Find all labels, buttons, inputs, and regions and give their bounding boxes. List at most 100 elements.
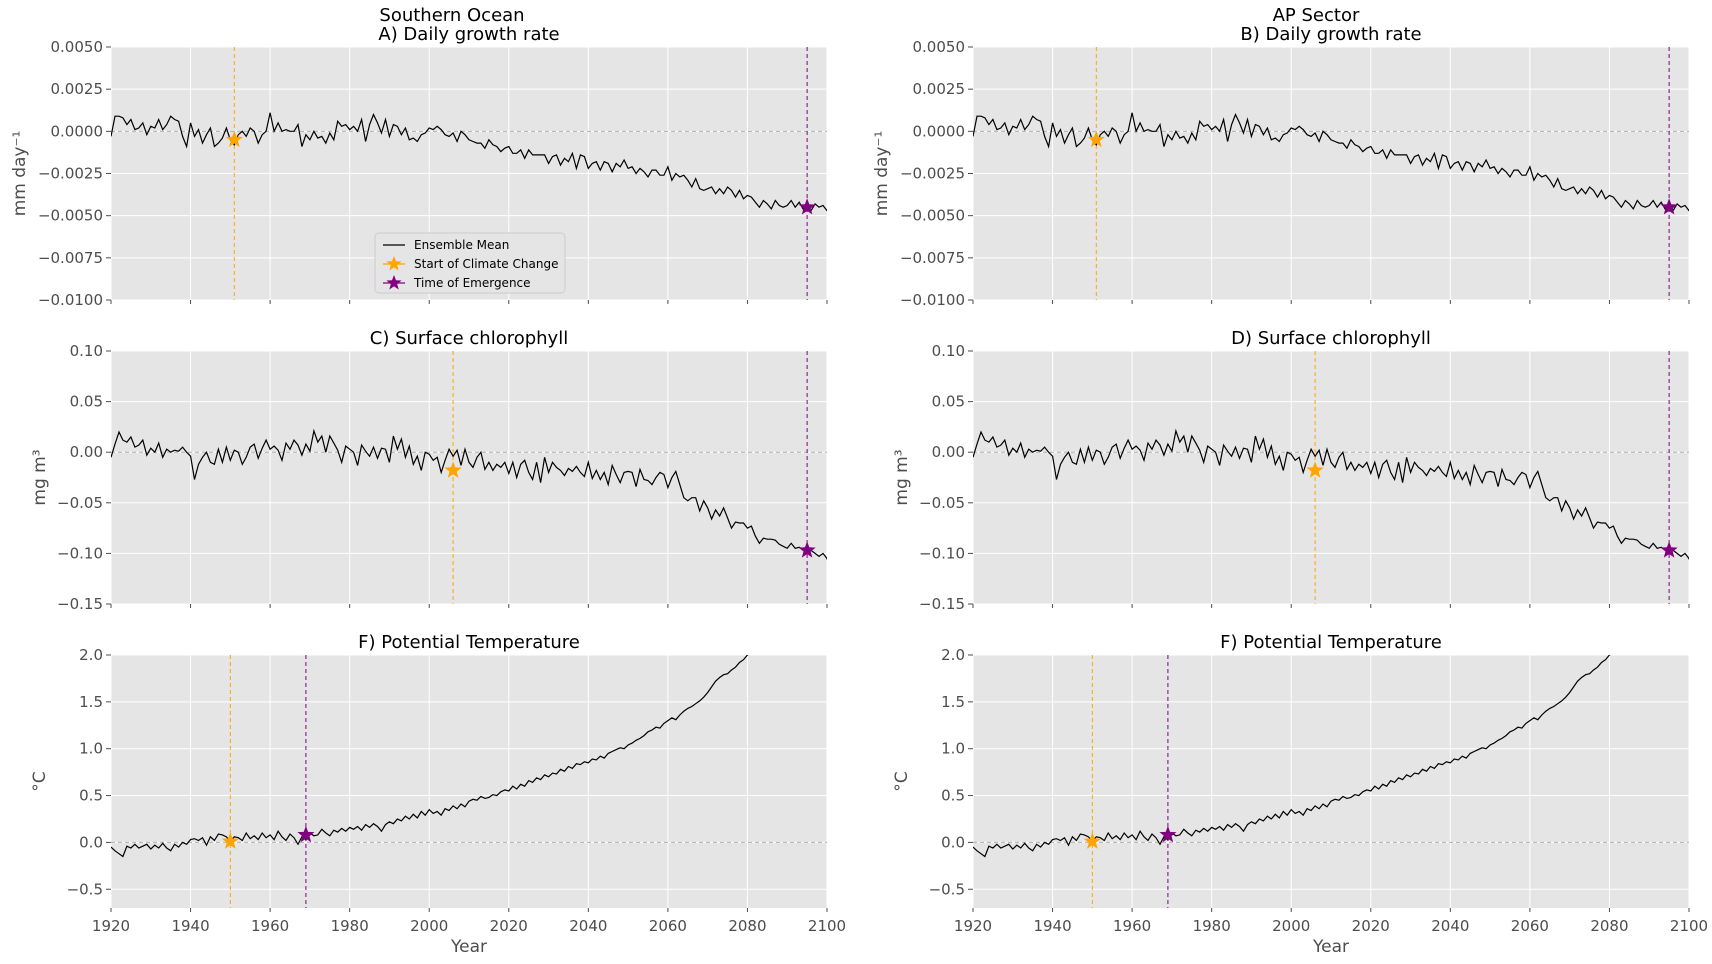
start-of-climate-change-marker [1087,130,1105,147]
legend-box [374,232,566,294]
time-of-emergence-marker [798,198,816,215]
series-line-ensemble-mean [111,655,749,858]
plot-area [111,351,827,604]
x-tick-label: 1980 [331,917,369,935]
panel-D: 0.10 0.05 0.00 −0.05 −0.10 −0.15 D) Surface ch… [892,328,1690,613]
x-tick-label: 1940 [1033,917,1071,935]
x-tick-label: 1980 [1193,917,1231,935]
series-line-ensemble-mean [973,428,1689,561]
y-tick-label: −0.0050 [38,207,103,225]
panel-B: 0.0050 0.0025 0.0000 −0.0025 −0.0050 −0.0075 −… [872,24,1690,309]
y-tick-label: 1.5 [941,693,965,711]
panel-title: F) Potential Temperature [358,632,580,653]
y-tick-label: 0.5 [79,787,103,805]
y-tick-label: 0.10 [70,342,103,360]
legend-star-icon [386,275,402,290]
x-tick-label: 2060 [1511,917,1549,935]
x-tick-label: 2100 [808,917,846,935]
x-tick-label: 1920 [954,917,992,935]
x-tick-label: 2000 [1272,917,1310,935]
y-tick-label: −0.05 [919,494,965,512]
y-tick-label: 0.05 [932,393,965,411]
y-tick-label: 0.00 [70,443,103,461]
x-axis-label: Year [1312,937,1349,957]
y-tick-label: −0.05 [57,494,103,512]
legend-star-icon [386,256,402,271]
x-tick-label: 1920 [92,917,130,935]
y-axis-label: °C [892,771,912,791]
y-tick-label: −0.0025 [38,165,103,183]
y-tick-label: −0.10 [919,544,965,562]
x-tick-label: 1960 [251,917,289,935]
legend-item-label: Time of Emergence [413,276,531,290]
legend-item-label: Ensemble Mean [414,238,509,252]
y-tick-label: 0.00 [932,443,965,461]
column-title-ap-sector: AP Sector [1273,5,1360,26]
time-of-emergence-marker [1660,541,1678,558]
panel-title: B) Daily growth rate [1240,24,1421,45]
time-of-emergence-marker [1660,198,1678,215]
y-tick-label: −0.0075 [900,249,965,267]
x-tick-label: 2040 [1431,917,1469,935]
y-axis-label: mg m³ [30,449,50,505]
start-of-climate-change-marker [1306,461,1324,478]
plot-area [973,655,1689,908]
x-tick-label: 2020 [1352,917,1390,935]
y-tick-label: 0.0050 [913,38,966,56]
panel-E: 2.0 1.5 1.0 0.5 0.0 −0.5 1920 1940 1960 1980 2000 2… [30,632,846,957]
panel-title: D) Surface chlorophyll [1231,328,1431,349]
x-tick-label: 1960 [1113,917,1151,935]
legend-item-label: Start of Climate Change [414,257,558,271]
y-tick-label: 1.0 [79,740,103,758]
y-tick-label: −0.0100 [900,291,965,309]
y-tick-label: 1.5 [79,693,103,711]
y-tick-label: 0.0000 [51,122,104,140]
start-of-climate-change-marker [444,461,462,478]
y-axis-label: mm day⁻¹ [10,131,30,217]
time-of-emergence-marker [1159,825,1177,843]
y-tick-label: 0.5 [941,787,965,805]
x-tick-label: 2040 [569,917,607,935]
y-tick-label: −0.0050 [900,207,965,225]
y-tick-label: 0.0025 [51,80,104,98]
y-axis-label: °C [30,771,50,791]
panel-F: 2.0 1.5 1.0 0.5 0.0 −0.5 1920 1940 1960 1980 2000 2… [892,632,1708,957]
start-of-climate-change-marker [1083,832,1101,849]
y-tick-label: −0.15 [919,595,965,613]
y-tick-label: 0.10 [932,342,965,360]
y-tick-label: −0.0075 [38,249,103,267]
y-tick-label: −0.15 [57,595,103,613]
y-tick-label: 0.0000 [913,122,966,140]
x-axis-label: Year [450,937,487,957]
x-tick-label: 1940 [171,917,209,935]
y-axis-label: mg m³ [892,449,912,505]
x-tick-label: 2080 [728,917,766,935]
y-tick-label: −0.5 [929,880,965,898]
y-tick-label: 0.05 [70,393,103,411]
plot-area [111,655,827,908]
column-title-southern-ocean: Southern Ocean [379,5,524,26]
time-of-emergence-marker [798,541,816,558]
panel-C: 0.10 0.05 0.00 −0.05 −0.10 −0.15 C) Surface ch… [30,328,828,613]
x-tick-label: 2000 [410,917,448,935]
y-tick-label: 2.0 [941,646,965,664]
series-line-ensemble-mean [973,655,1611,858]
y-tick-label: −0.5 [67,880,103,898]
panel-title: A) Daily growth rate [378,24,559,45]
x-tick-label: 2080 [1590,917,1628,935]
x-tick-label: 2060 [649,917,687,935]
y-tick-label: 2.0 [79,646,103,664]
series-line-ensemble-mean [111,428,827,561]
y-tick-label: 0.0050 [51,38,104,56]
plot-area [973,351,1689,604]
legend: Ensemble Mean Start of Climate Change Time… [374,232,566,294]
start-of-climate-change-marker [225,130,243,147]
panel-title: C) Surface chlorophyll [370,328,568,349]
y-tick-label: −0.0100 [38,291,103,309]
y-tick-label: −0.0025 [900,165,965,183]
y-tick-label: −0.10 [57,544,103,562]
y-tick-label: 0.0 [941,833,965,851]
panel-title: F) Potential Temperature [1220,632,1442,653]
x-tick-label: 2020 [490,917,528,935]
